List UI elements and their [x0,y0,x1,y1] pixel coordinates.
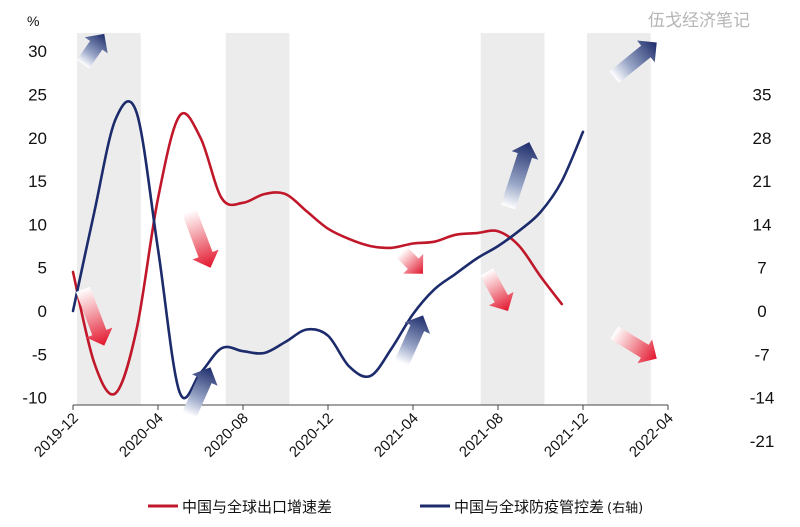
left-tick-label: 30 [28,42,47,61]
svg-text:中国与全球防疫管控差(右轴): 中国与全球防疫管控差 (右轴) [454,498,643,516]
shaded-periods [77,33,651,405]
x-tick-label: 2021-04 [371,410,422,461]
blue-trend-arrow [176,362,223,421]
x-tick-label: 2022-04 [626,410,677,461]
x-tick-label: 2020-08 [201,410,252,461]
trend-arrows [70,26,666,421]
x-tick-label: 2021-12 [541,410,592,461]
red-trend-arrow [392,242,433,283]
left-tick-label: 20 [28,129,47,148]
right-axis-ticks: 35 28 21 14 7 0 -7 -14 -21 [750,86,775,451]
legend: 中国与全球出口增速差 中国与全球防疫管控差 (右轴) [148,498,643,516]
x-tick-label: 2021-08 [456,410,507,461]
left-tick-label: 15 [28,172,47,191]
red-trend-arrow [176,206,223,272]
x-tick-label: 2020-04 [116,410,167,461]
right-tick-label: 0 [757,302,766,321]
x-tick-label: 2019-12 [31,410,82,461]
legend-label-control-diff: 中国与全球防疫管控差 [454,498,604,516]
watermark: 伍戈经济笔记 [648,11,750,31]
x-tick-label: 2020-12 [286,410,337,461]
left-tick-label: 10 [28,215,47,234]
left-tick-label: 25 [28,86,47,105]
left-tick-label: -5 [32,345,47,364]
left-axis-unit: % [27,13,39,29]
right-tick-label: 28 [753,129,772,148]
left-tick-label: 0 [38,302,47,321]
left-tick-label: -10 [22,389,47,408]
left-axis-ticks: 30 25 20 15 10 5 0 -5 -10 [22,42,47,407]
right-tick-label: 7 [757,259,766,278]
right-tick-label: 14 [753,215,772,234]
right-tick-label: -21 [750,432,775,451]
right-tick-label: -7 [754,345,769,364]
right-tick-label: -14 [750,389,775,408]
legend-label-export-diff: 中国与全球出口增速差 [182,498,332,516]
legend-label-right-axis-note: (右轴) [607,501,643,516]
left-tick-label: 5 [38,259,47,278]
right-tick-label: 21 [753,172,772,191]
right-tick-label: 35 [753,86,772,105]
x-axis-ticks: 2019-12 2020-04 2020-08 2020-12 2021-04 2021-… [31,405,677,461]
